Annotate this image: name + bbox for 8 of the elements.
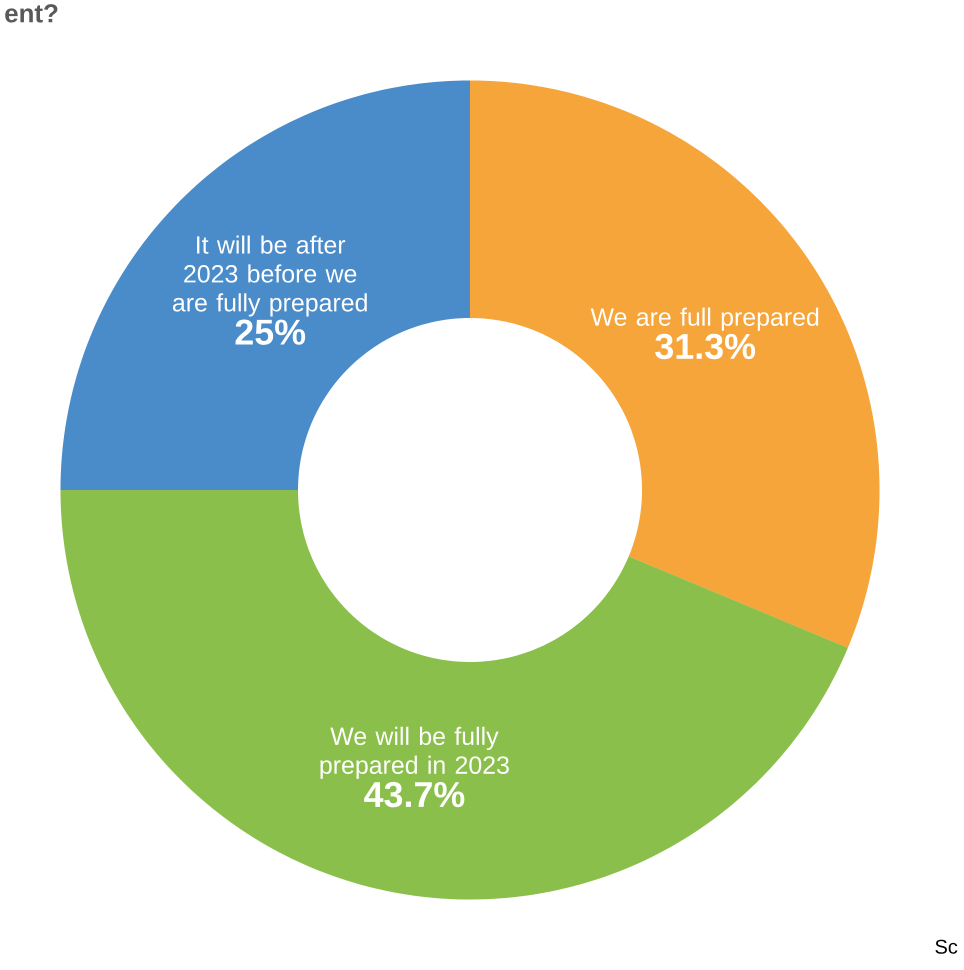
chart-title: ent? (5, 4, 58, 23)
data-label: 31.3% (655, 334, 756, 360)
slice-label: We are full prepared (590, 308, 818, 331)
slice-label: We will be fully prepared in 2023 (320, 726, 509, 779)
data-label: 43.7% (364, 782, 464, 808)
text: Sc (935, 940, 958, 954)
slice-label: It will be after 2023 before we are fully prepared (172, 235, 367, 316)
data-label: 25% (236, 319, 306, 345)
